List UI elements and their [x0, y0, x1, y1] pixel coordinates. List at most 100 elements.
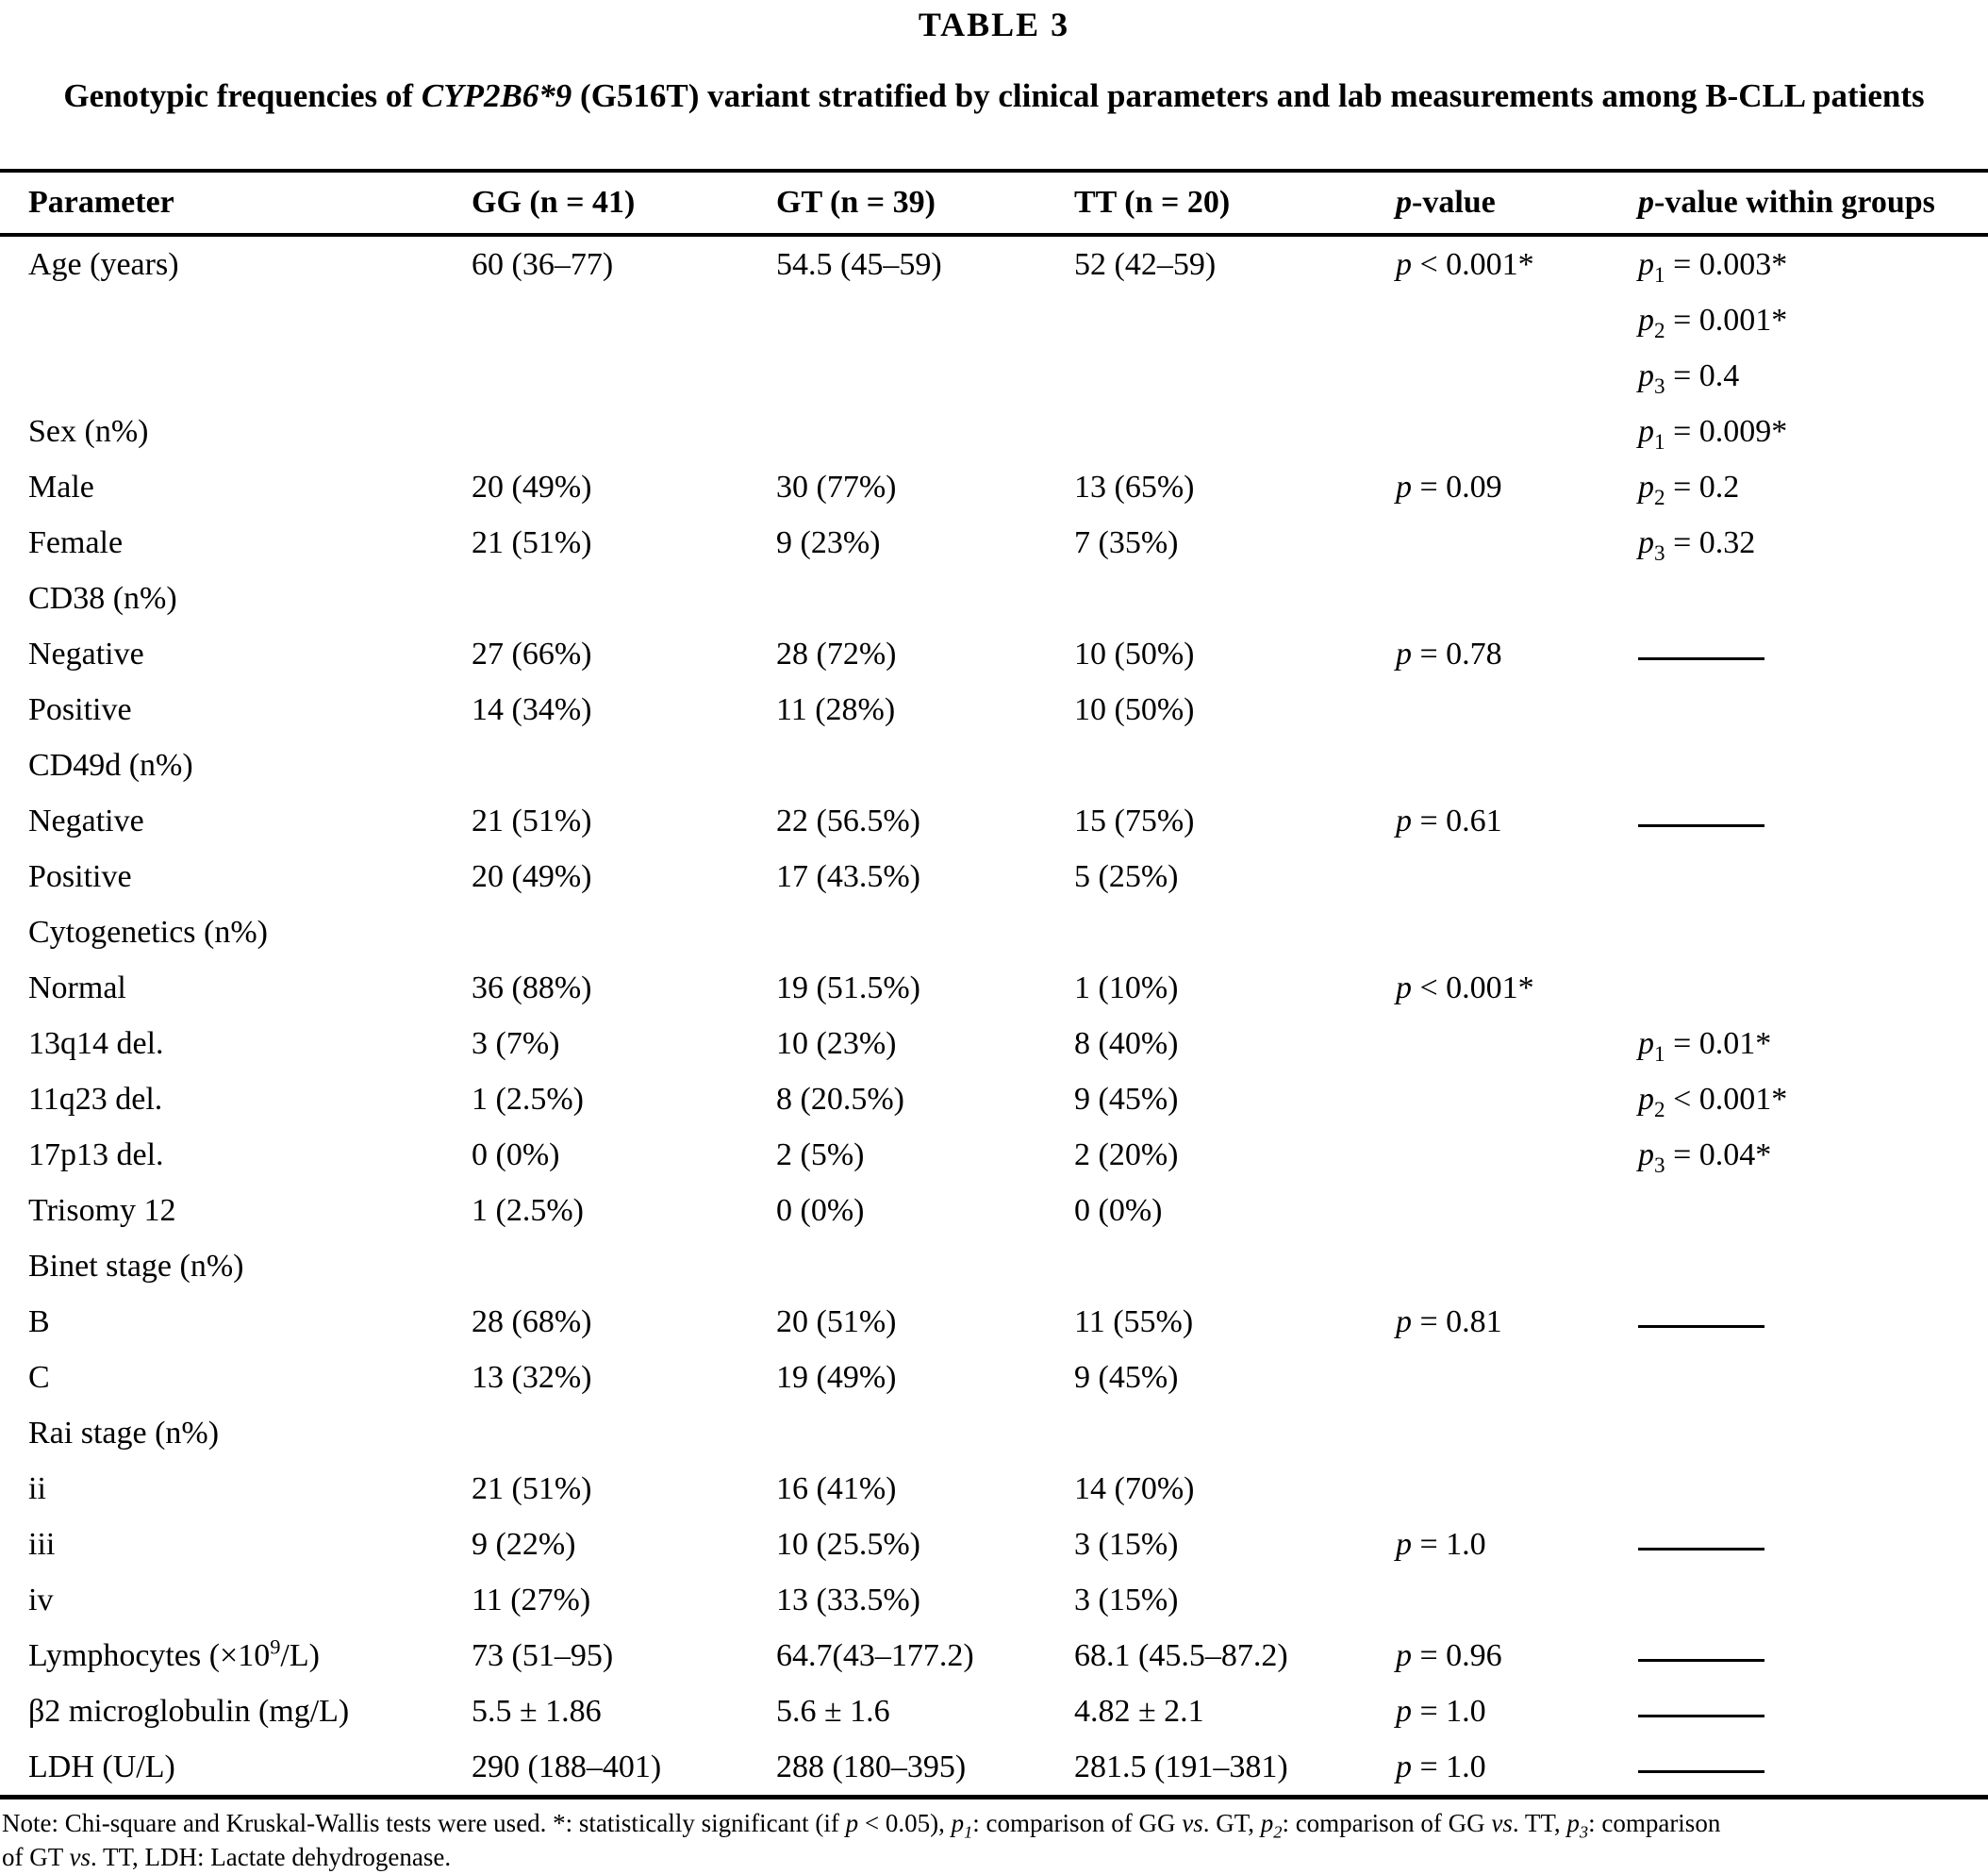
cell-tt — [1074, 738, 1396, 793]
cell-gg — [472, 404, 776, 459]
cell-parameter: B — [28, 1303, 50, 1339]
cell-p-within-groups: p1 = 0.01* — [1638, 1025, 1772, 1067]
cell-parameter: iv — [28, 1582, 54, 1617]
table-row: Negative 27 (66%) 28 (72%) 10 (50%) p = … — [0, 626, 1988, 682]
cell-p-value: p = 0.09 — [1396, 469, 1502, 505]
cell-gt — [776, 404, 1074, 459]
cell-gt: 10 (23%) — [776, 1025, 897, 1061]
cell-parameter: 13q14 del. — [28, 1025, 164, 1061]
cell-gt: 9 (23%) — [776, 524, 881, 560]
cell-p-within-groups — [1638, 1350, 1988, 1405]
cell-p-value — [1396, 348, 1638, 404]
cell-p-within-groups — [1638, 1739, 1988, 1798]
cell-gg: 21 (51%) — [472, 1470, 592, 1506]
table-row: β2 microglobulin (mg/L) 5.5 ± 1.86 5.6 ±… — [0, 1683, 1988, 1739]
cell-gg: 20 (49%) — [472, 469, 592, 505]
cell-parameter: Female — [28, 524, 124, 560]
cell-p-within-groups — [1638, 904, 1988, 960]
table-title-gene-italic: CYP2B6*9 — [421, 77, 572, 114]
cell-tt: 13 (65%) — [1074, 469, 1195, 505]
table-row: 13q14 del. 3 (7%) 10 (23%) 8 (40%) p1 = … — [0, 1016, 1988, 1071]
table-row: Normal 36 (88%) 19 (51.5%) 1 (10%) p < 0… — [0, 960, 1988, 1016]
cell-tt: 52 (42–59) — [1074, 246, 1217, 282]
cell-tt — [1074, 1238, 1396, 1294]
table-body: Age (years) 60 (36–77) 54.5 (45–59) 52 (… — [0, 235, 1988, 1798]
cell-gg: 11 (27%) — [472, 1582, 591, 1617]
cell-tt: 2 (20%) — [1074, 1136, 1179, 1172]
table-row: CD38 (n%) — [0, 571, 1988, 626]
cell-p-within-groups — [1638, 626, 1988, 682]
table-row: iii 9 (22%) 10 (25.5%) 3 (15%) p = 1.0 — [0, 1517, 1988, 1572]
cell-gt: 30 (77%) — [776, 469, 897, 505]
table-note: Note: Chi-square and Kruskal-Wallis test… — [0, 1806, 1988, 1874]
cell-p-within-groups: p2 = 0.001* — [1638, 302, 1788, 343]
cell-p-within-groups — [1638, 1461, 1988, 1517]
cell-p-value: p < 0.001* — [1396, 246, 1534, 282]
cell-gt — [776, 1238, 1074, 1294]
cell-gt: 19 (51.5%) — [776, 970, 920, 1005]
table-row: Male 20 (49%) 30 (77%) 13 (65%) p = 0.09… — [0, 459, 1988, 515]
table-row: Lymphocytes (×109/L) 73 (51–95) 64.7(43–… — [0, 1628, 1988, 1683]
cell-p-within-groups — [1638, 793, 1988, 849]
cell-parameter: LDH (U/L) — [28, 1749, 175, 1784]
table-note-line-2: of GT vs. TT, LDH: Lactate dehydrogenase… — [2, 1843, 452, 1871]
column-header-p-value: p-value — [1396, 171, 1638, 237]
cell-gt: 20 (51%) — [776, 1303, 897, 1339]
blank-line-placeholder — [1638, 1547, 1764, 1551]
cell-p-value — [1396, 1183, 1638, 1238]
cell-p-within-groups — [1638, 1294, 1988, 1350]
cell-p-value: p = 1.0 — [1396, 1749, 1486, 1784]
cell-p-value — [1396, 849, 1638, 904]
table-row: Age (years) 60 (36–77) 54.5 (45–59) 52 (… — [0, 235, 1988, 292]
cell-gt: 64.7(43–177.2) — [776, 1637, 974, 1673]
cell-tt: 10 (50%) — [1074, 691, 1195, 727]
blank-line-placeholder — [1638, 656, 1764, 660]
cell-tt: 11 (55%) — [1074, 1303, 1194, 1339]
table-row: iv 11 (27%) 13 (33.5%) 3 (15%) — [0, 1572, 1988, 1628]
blank-line-placeholder — [1638, 1658, 1764, 1662]
cell-parameter: Negative — [28, 636, 144, 672]
table-row: ii 21 (51%) 16 (41%) 14 (70%) — [0, 1461, 1988, 1517]
cell-parameter: Cytogenetics (n%) — [28, 914, 268, 950]
table-note-line-1: Note: Chi-square and Kruskal-Wallis test… — [2, 1809, 1721, 1842]
cell-gg: 3 (7%) — [472, 1025, 560, 1061]
cell-parameter: ii — [28, 1470, 46, 1506]
table-row: CD49d (n%) — [0, 738, 1988, 793]
cell-gt — [776, 292, 1074, 348]
cell-tt: 8 (40%) — [1074, 1025, 1179, 1061]
cell-p-within-groups — [1638, 682, 1988, 738]
table-row: p2 = 0.001* — [0, 292, 1988, 348]
cell-p-value — [1396, 1405, 1638, 1461]
cell-parameter — [0, 348, 472, 404]
cell-tt: 281.5 (191–381) — [1074, 1749, 1288, 1784]
cell-gt: 16 (41%) — [776, 1470, 897, 1506]
column-header-gg: GG (n = 41) — [472, 171, 776, 237]
cell-gg — [472, 904, 776, 960]
column-header-gt: GT (n = 39) — [776, 171, 1074, 237]
cell-tt: 5 (25%) — [1074, 858, 1179, 894]
cell-p-within-groups: p3 = 0.04* — [1638, 1136, 1772, 1178]
cell-p-within-groups — [1638, 571, 1988, 626]
cell-tt — [1074, 571, 1396, 626]
cell-parameter: Positive — [28, 691, 132, 727]
cell-p-within-groups: p2 < 0.001* — [1638, 1081, 1788, 1122]
cell-gg: 1 (2.5%) — [472, 1192, 584, 1228]
cell-p-value — [1396, 682, 1638, 738]
cell-gg: 28 (68%) — [472, 1303, 592, 1339]
cell-gg: 27 (66%) — [472, 636, 592, 672]
cell-p-value: p = 0.78 — [1396, 636, 1502, 672]
cell-tt: 9 (45%) — [1074, 1359, 1179, 1395]
cell-p-value — [1396, 1238, 1638, 1294]
cell-gt: 17 (43.5%) — [776, 858, 920, 894]
cell-gt: 19 (49%) — [776, 1359, 897, 1395]
cell-p-within-groups — [1638, 1517, 1988, 1572]
cell-parameter: Male — [28, 469, 94, 505]
cell-parameter: Trisomy 12 — [28, 1192, 176, 1228]
table-row: Negative 21 (51%) 22 (56.5%) 15 (75%) p … — [0, 793, 1988, 849]
blank-line-placeholder — [1638, 823, 1764, 827]
cell-p-within-groups — [1638, 1628, 1988, 1683]
cell-p-value — [1396, 292, 1638, 348]
table-row: 11q23 del. 1 (2.5%) 8 (20.5%) 9 (45%) p2… — [0, 1071, 1988, 1127]
cell-tt: 0 (0%) — [1074, 1192, 1163, 1228]
